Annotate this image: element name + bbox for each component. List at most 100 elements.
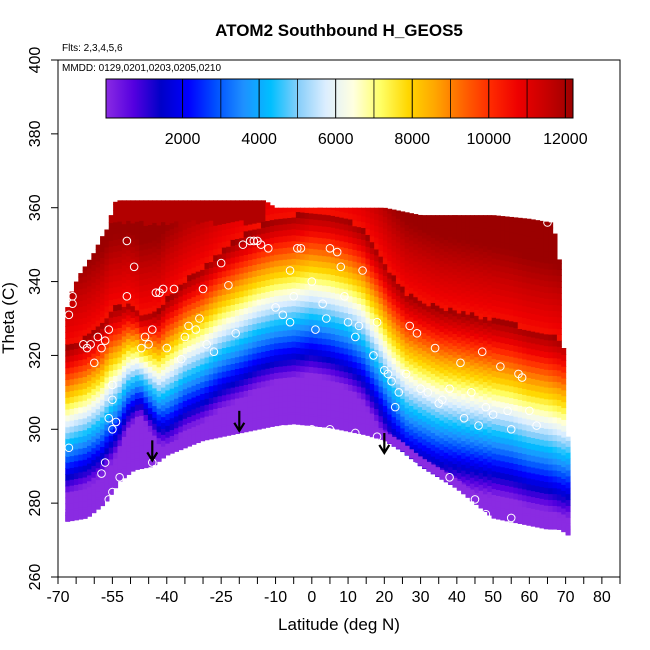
field-cell xyxy=(352,261,358,268)
field-cell xyxy=(413,367,419,375)
field-cell xyxy=(491,299,497,306)
field-cell xyxy=(191,396,197,404)
field-cell xyxy=(308,236,314,243)
field-cell xyxy=(443,334,449,341)
field-cell xyxy=(304,342,310,349)
field-cell xyxy=(478,454,484,462)
field-cell xyxy=(130,370,136,378)
field-cell xyxy=(382,316,388,324)
field-cell xyxy=(535,414,541,422)
field-cell xyxy=(143,213,149,220)
field-cell xyxy=(213,384,219,392)
field-cell xyxy=(191,343,197,351)
field-cell xyxy=(213,260,219,268)
field-cell xyxy=(339,412,345,419)
field-cell xyxy=(530,502,536,509)
field-cell xyxy=(530,443,536,450)
field-cell xyxy=(304,212,310,219)
field-cell xyxy=(152,240,158,247)
field-cell xyxy=(343,401,349,408)
field-cell xyxy=(191,266,197,274)
field-cell xyxy=(487,426,493,433)
field-cell xyxy=(87,380,92,387)
field-cell xyxy=(543,386,549,394)
field-cell xyxy=(178,224,184,232)
field-cell xyxy=(552,410,558,418)
field-cell xyxy=(217,277,223,284)
field-cell xyxy=(269,319,275,327)
field-cell xyxy=(430,326,436,333)
field-cell xyxy=(495,436,501,443)
field-cell xyxy=(382,293,388,300)
field-cell xyxy=(443,286,449,294)
field-cell xyxy=(339,317,345,325)
field-cell xyxy=(117,303,123,311)
field-cell xyxy=(69,366,75,374)
field-cell xyxy=(348,242,354,250)
field-cell xyxy=(478,259,484,267)
field-cell xyxy=(130,346,136,354)
field-cell xyxy=(448,242,454,249)
field-cell xyxy=(382,369,388,377)
field-cell xyxy=(456,472,462,479)
field-cell xyxy=(439,272,445,279)
field-cell xyxy=(543,410,549,418)
field-cell xyxy=(169,240,175,247)
field-cell xyxy=(361,245,367,252)
field-cell xyxy=(174,386,179,393)
field-cell xyxy=(522,364,528,372)
field-cell xyxy=(513,244,519,252)
field-cell xyxy=(282,276,288,284)
field-cell xyxy=(495,282,501,290)
field-cell xyxy=(535,456,541,463)
field-cell xyxy=(335,340,340,347)
field-cell xyxy=(239,249,245,256)
field-cell xyxy=(134,327,140,335)
field-cell xyxy=(308,378,314,385)
field-cell xyxy=(526,341,532,349)
field-cell xyxy=(552,387,558,394)
field-cell xyxy=(452,221,458,228)
field-cell xyxy=(278,377,284,385)
field-cell xyxy=(548,416,554,424)
field-cell xyxy=(261,380,266,388)
field-cell xyxy=(469,447,475,455)
field-cell xyxy=(556,470,562,477)
field-cell xyxy=(178,301,184,309)
field-cell xyxy=(108,470,114,478)
field-cell xyxy=(374,331,380,339)
field-cell xyxy=(526,336,532,343)
field-cell xyxy=(300,288,306,296)
field-cell xyxy=(543,445,549,453)
field-cell xyxy=(265,202,271,210)
field-cell xyxy=(243,254,249,261)
field-cell xyxy=(169,346,175,354)
field-cell xyxy=(265,291,271,298)
field-cell xyxy=(147,230,153,237)
field-cell xyxy=(500,454,506,462)
field-cell xyxy=(356,279,362,287)
field-cell xyxy=(261,333,266,341)
field-cell xyxy=(456,371,462,379)
field-cell xyxy=(230,209,236,217)
field-cell xyxy=(269,266,275,274)
field-cell xyxy=(208,249,214,257)
field-cell xyxy=(548,481,554,489)
field-cell xyxy=(113,334,119,341)
field-cell xyxy=(565,436,571,441)
field-cell xyxy=(191,219,197,227)
field-cell xyxy=(408,245,414,253)
field-cell xyxy=(361,227,367,234)
field-cell xyxy=(395,389,401,397)
field-cell xyxy=(169,281,175,289)
field-cell xyxy=(400,250,406,258)
field-cell xyxy=(548,487,554,495)
field-cell xyxy=(443,404,449,412)
field-cell xyxy=(400,333,406,340)
field-cell xyxy=(478,301,484,308)
field-cell xyxy=(234,291,240,299)
field-cell xyxy=(226,311,232,318)
field-cell xyxy=(522,400,528,407)
field-cell xyxy=(539,315,545,322)
field-cell xyxy=(187,321,193,329)
